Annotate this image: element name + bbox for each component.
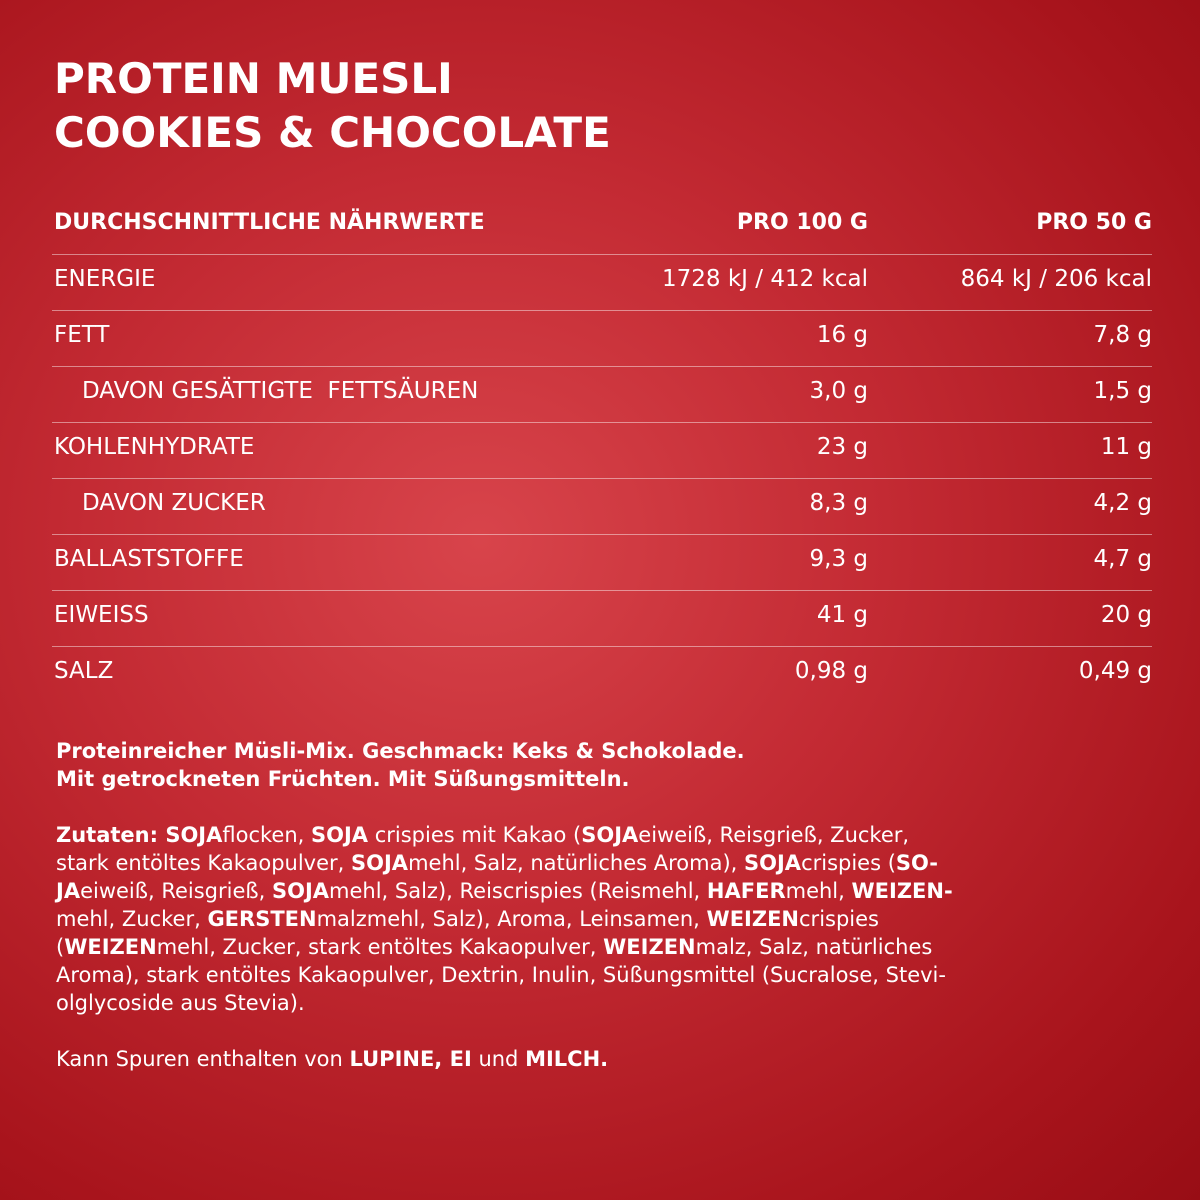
table-header-cell: PRO 100 G (736, 210, 868, 235)
table-cell: 4,2 g (1093, 490, 1153, 516)
table-cell: 11 g (1100, 434, 1152, 460)
ingredients-line: Zutaten: SOJAflocken, SOJA crispies mit … (56, 823, 909, 847)
text-segment: Kann Spuren enthalten von (56, 1047, 350, 1071)
ingredients-line: olglycoside aus Stevia). (56, 991, 305, 1015)
table-cell: 3,0 g (809, 378, 869, 404)
text-segment: mehl, Salz), Reiscrispies (Reismehl, (329, 879, 707, 903)
ingredients-line: Aroma), stark entöltes Kakaopulver, Dext… (56, 963, 946, 987)
table-header-cell: DURCHSCHNITTLICHE NÄHRWERTE (54, 210, 485, 235)
text-segment: MILCH. (525, 1047, 609, 1071)
text-segment: ( (56, 935, 65, 959)
table-cell: 8,3 g (809, 490, 869, 516)
table-cell: SALZ (54, 658, 114, 684)
text-segment: flocken, (222, 823, 311, 847)
description-line: Proteinreicher Müsli-Mix. Geschmack: Kek… (56, 739, 745, 763)
row-divider (52, 590, 1152, 591)
text-segment: eiweiß, Reisgrieß, (80, 879, 272, 903)
ingredients-line: mehl, Zucker, GERSTENmalzmehl, Salz), Ar… (56, 907, 879, 931)
table-cell: 23 g (816, 434, 868, 460)
table-cell: DAVON ZUCKER (82, 490, 266, 516)
text-segment: WEIZEN (64, 935, 157, 959)
table-cell: 1728 kJ / 412 kcal (662, 266, 868, 292)
text-segment: SOJA (744, 851, 802, 875)
ingredients-line: JAeiweiß, Reisgrieß, SOJAmehl, Salz), Re… (56, 879, 953, 903)
text-segment: LUPINE, EI (349, 1047, 472, 1071)
text-segment: mehl, (785, 879, 852, 903)
row-divider (52, 422, 1152, 423)
table-cell: 4,7 g (1093, 546, 1153, 572)
text-segment: WEIZEN- (851, 879, 953, 903)
text-segment: olglycoside aus Stevia). (56, 991, 305, 1015)
table-cell: 0,98 g (794, 658, 868, 684)
text-segment: Zutaten: SOJA (56, 823, 223, 847)
text-segment: WEIZEN (706, 907, 800, 931)
row-divider (52, 646, 1152, 647)
table-cell: 20 g (1100, 602, 1152, 628)
row-divider (52, 366, 1152, 367)
text-segment: SOJA (271, 879, 330, 903)
table-cell: 16 g (816, 322, 868, 348)
table-cell: EIWEISS (54, 602, 149, 628)
text-segment: SOJA (581, 823, 639, 847)
row-divider (52, 254, 1152, 255)
text-segment: stark entöltes Kakaopulver, (56, 851, 352, 875)
text-segment: SO- (895, 851, 939, 875)
table-cell: ENERGIE (54, 266, 156, 292)
text-segment: HAFER (706, 879, 786, 903)
text-segment: WEIZEN (603, 935, 696, 959)
table-cell: 0,49 g (1078, 658, 1152, 684)
text-segment: crispies mit Kakao ( (368, 823, 582, 847)
text-segment: malzmehl, Salz), Aroma, Leinsamen, (316, 907, 707, 931)
table-cell: BALLASTSTOFFE (54, 546, 244, 572)
table-cell: 9,3 g (809, 546, 869, 572)
title-line: COOKIES & CHOCOLATE (54, 108, 611, 157)
text-segment: mehl, Zucker, stark entöltes Kakaopulver… (156, 935, 604, 959)
allergens-line: Kann Spuren enthalten von LUPINE, EI und… (56, 1047, 608, 1071)
text-segment: SOJA (351, 851, 409, 875)
table-cell: 41 g (816, 602, 868, 628)
description-line: Mit getrockneten Früchten. Mit Süßungsmi… (56, 767, 630, 791)
text-segment: JA (56, 879, 81, 903)
text-segment: eiweiß, Reisgrieß, Zucker, (638, 823, 910, 847)
text-segment: GERSTEN (207, 907, 317, 931)
text-segment: crispies (799, 907, 879, 931)
text-segment: Aroma), stark entöltes Kakaopulver, Dext… (56, 963, 946, 987)
table-cell: 7,8 g (1093, 322, 1153, 348)
table-cell: KOHLENHYDRATE (54, 434, 255, 460)
table-cell: 864 kJ / 206 kcal (960, 266, 1152, 292)
text-segment: und (471, 1047, 526, 1071)
table-cell: 1,5 g (1093, 378, 1153, 404)
text-segment: mehl, Salz, natürliches Aroma), (408, 851, 745, 875)
text-segment: mehl, Zucker, (56, 907, 208, 931)
row-divider (52, 478, 1152, 479)
row-divider (52, 310, 1152, 311)
table-cell: DAVON GESÄTTIGTE FETTSÄUREN (82, 378, 479, 404)
ingredients-line: (WEIZENmehl, Zucker, stark entöltes Kaka… (56, 935, 932, 959)
text-segment: malz, Salz, natürliches (695, 935, 933, 959)
table-cell: FETT (54, 322, 110, 348)
table-header-cell: PRO 50 G (1036, 210, 1152, 235)
text-segment: SOJA (311, 823, 369, 847)
ingredients-line: stark entöltes Kakaopulver, SOJAmehl, Sa… (56, 851, 938, 875)
text-segment: crispies ( (801, 851, 896, 875)
title-line: PROTEIN MUESLI (54, 54, 453, 103)
row-divider (52, 534, 1152, 535)
